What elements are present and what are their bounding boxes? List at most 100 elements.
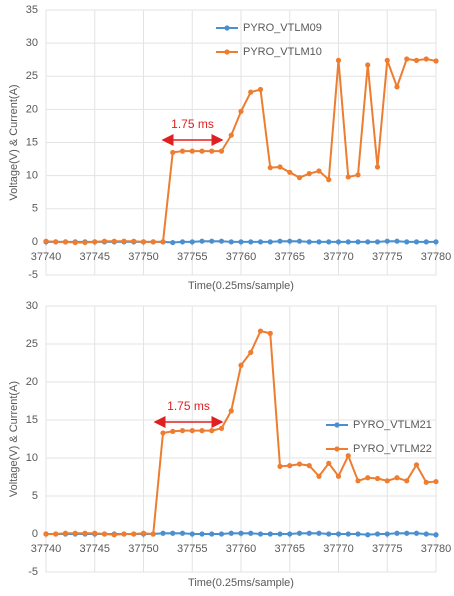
data-point (160, 430, 166, 436)
data-point (384, 57, 390, 63)
x-tick-label: 37755 (177, 543, 208, 555)
x-tick-label: 37780 (421, 543, 452, 555)
data-point (170, 428, 176, 434)
data-point (43, 531, 49, 537)
data-point (335, 473, 342, 479)
data-point (316, 530, 322, 536)
data-point (238, 530, 244, 536)
y-tick-label: 30 (26, 300, 38, 312)
data-point (228, 530, 234, 536)
data-point (131, 238, 137, 244)
x-tick-label: 37745 (79, 543, 110, 555)
data-point (345, 239, 351, 245)
data-point (433, 478, 439, 485)
data-point (413, 462, 420, 468)
data-point (306, 239, 312, 245)
data-point (62, 239, 69, 245)
data-point (170, 239, 176, 246)
data-point (238, 108, 244, 114)
x-tick-label: 37765 (274, 543, 305, 555)
legend-label: PYRO_VTLM21 (353, 419, 432, 431)
data-point (218, 531, 225, 537)
x-tick-label: 37775 (372, 251, 403, 263)
data-point (326, 239, 332, 245)
x-tick-label: 37770 (323, 543, 354, 555)
data-point (365, 62, 371, 68)
data-point (296, 175, 303, 181)
data-point (199, 148, 205, 154)
data-point (365, 475, 371, 481)
data-point (433, 239, 439, 245)
data-point (306, 463, 312, 469)
data-point (423, 56, 429, 62)
data-point (218, 148, 225, 154)
data-point (287, 463, 293, 469)
data-point (199, 531, 205, 537)
data-point (316, 473, 322, 479)
data-point (140, 530, 147, 536)
data-point (160, 530, 166, 536)
data-point (355, 478, 361, 484)
data-point (209, 238, 215, 244)
x-tick-label: 37760 (226, 251, 257, 263)
data-point (150, 239, 156, 245)
data-point (248, 89, 254, 95)
data-point (179, 530, 186, 536)
data-point (257, 86, 264, 93)
data-point (248, 530, 254, 536)
data-point (296, 461, 303, 467)
data-point (62, 530, 69, 536)
data-point (248, 239, 254, 245)
y-tick-label: 5 (32, 203, 38, 215)
data-point (355, 531, 361, 537)
data-point (82, 239, 88, 246)
data-point (326, 460, 332, 466)
x-tick-label: 37780 (421, 251, 452, 263)
data-point (365, 532, 371, 538)
data-point (277, 531, 283, 537)
data-point (267, 239, 273, 245)
data-point (209, 531, 215, 537)
x-tick-label: 37775 (372, 543, 403, 555)
data-point (179, 239, 186, 245)
data-point (296, 530, 303, 536)
x-tick-label: 37770 (323, 251, 354, 263)
data-point (384, 238, 390, 244)
data-point (121, 531, 127, 537)
data-point (394, 84, 400, 90)
annotation: 1.75 ms (167, 399, 210, 413)
data-point (374, 239, 381, 245)
y-tick-label: 0 (32, 236, 38, 248)
x-tick-label: 37750 (128, 543, 159, 555)
data-point (394, 530, 400, 536)
legend-label: PYRO_VTLM10 (243, 46, 322, 58)
data-point (316, 239, 322, 245)
x-axis-title: Time(0.25ms/sample) (188, 280, 294, 292)
data-point (326, 531, 332, 537)
data-point (384, 531, 390, 537)
data-point (43, 238, 49, 244)
data-point (170, 149, 176, 156)
data-point (218, 238, 225, 244)
data-point (257, 328, 264, 334)
y-tick-label: 15 (26, 136, 38, 148)
data-point (296, 238, 303, 244)
x-tick-label: 37745 (79, 251, 110, 263)
y-tick-label: 25 (26, 338, 38, 350)
data-point (209, 148, 215, 154)
data-point (72, 530, 78, 536)
data-point (189, 148, 195, 154)
data-point (423, 479, 429, 485)
y-tick-label: 10 (26, 170, 38, 182)
data-point (101, 531, 108, 537)
legend-label: PYRO_VTLM22 (353, 443, 432, 455)
data-point (257, 239, 264, 245)
legend-marker (334, 422, 340, 428)
data-point (277, 238, 283, 244)
data-point (189, 239, 195, 245)
data-point (238, 362, 244, 368)
y-tick-label: 15 (26, 414, 38, 426)
data-point (365, 239, 371, 245)
data-point (179, 428, 186, 434)
